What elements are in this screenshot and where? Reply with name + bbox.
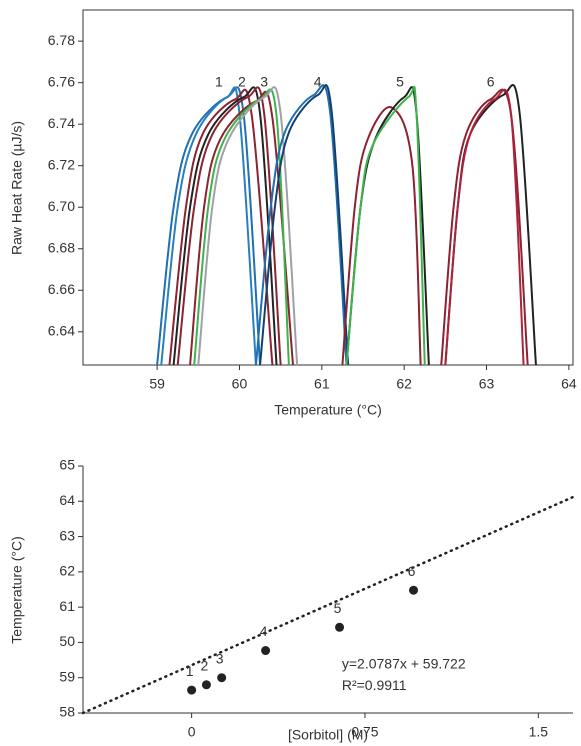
y-tick-label: 64 [59, 492, 75, 508]
y-tick-label: 58 [59, 704, 75, 720]
curve [168, 88, 274, 366]
curve [345, 85, 426, 366]
curve [189, 90, 294, 366]
y-tick-label: 50 [59, 633, 75, 649]
point-label: 4 [260, 623, 268, 639]
x-tick-label: 59 [149, 376, 165, 392]
x-axis-label: Temperature (°C) [274, 402, 382, 418]
x-tick-label: 61 [314, 376, 330, 392]
point [335, 622, 345, 632]
point [217, 673, 227, 683]
point-label: 6 [408, 563, 416, 579]
y-tick-label: 6.70 [48, 198, 75, 214]
curve [440, 88, 529, 366]
curve [197, 86, 299, 366]
y-tick-label: 6.64 [48, 322, 75, 338]
y-tick-label: 6.66 [48, 281, 75, 297]
annotation: 1 [215, 73, 223, 89]
annotation: 5 [396, 73, 404, 89]
curve [172, 86, 278, 366]
y-tick-label: 61 [59, 598, 75, 614]
annotation: R²=0.9911 [342, 677, 407, 693]
curve [193, 88, 290, 366]
y-tick-label: 59 [59, 668, 75, 684]
point-label: 3 [216, 650, 224, 666]
plot-frame [82, 9, 574, 366]
x-tick-label: 1.5 [529, 724, 549, 740]
y-tick-label: 63 [59, 527, 75, 543]
annotation: 6 [487, 73, 495, 89]
annotation: 2 [238, 73, 246, 89]
y-tick-label: 6.74 [48, 115, 75, 131]
y-tick-label: 62 [59, 563, 75, 579]
x-tick-label: 63 [479, 376, 495, 392]
point [187, 685, 197, 695]
curve [259, 84, 350, 366]
y-tick-label: 65 [59, 457, 75, 473]
curve [254, 84, 348, 366]
x-tick-label: 0.75 [351, 724, 378, 740]
y-axis-label: Raw Heat Rate (µJ/s) [9, 121, 25, 255]
curve [444, 88, 525, 366]
x-tick-label: 0 [188, 724, 196, 740]
annotation: 3 [260, 73, 268, 89]
x-tick-label: 64 [561, 376, 577, 392]
x-axis-label: [Sorbitol] (M) [288, 727, 368, 743]
annotation: y=2.0787x + 59.722 [342, 656, 466, 672]
y-tick-label: 6.76 [48, 73, 75, 89]
point [409, 585, 419, 595]
point [261, 646, 271, 656]
y-tick-label: 6.78 [48, 32, 75, 48]
x-tick-label: 60 [232, 376, 248, 392]
y-tick-label: 6.72 [48, 156, 75, 172]
trendline [81, 495, 575, 715]
point-label: 2 [201, 657, 209, 673]
point [201, 680, 211, 690]
curve [160, 86, 257, 366]
annotation: 4 [314, 73, 322, 89]
point-label: 5 [334, 600, 342, 616]
curve [341, 106, 422, 366]
point-label: 1 [186, 663, 194, 679]
y-tick-label: 6.68 [48, 239, 75, 255]
x-tick-label: 62 [396, 376, 412, 392]
y-axis-label: Temperature (°C) [9, 536, 25, 644]
